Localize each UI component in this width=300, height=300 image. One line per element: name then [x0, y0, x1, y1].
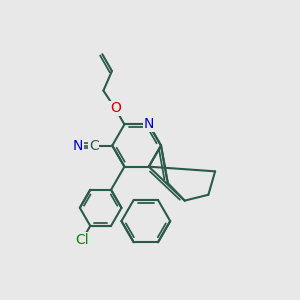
Text: N: N — [144, 117, 154, 131]
Text: Cl: Cl — [75, 233, 89, 247]
Text: N: N — [73, 139, 83, 152]
Text: C: C — [89, 139, 99, 152]
Text: O: O — [110, 101, 121, 116]
